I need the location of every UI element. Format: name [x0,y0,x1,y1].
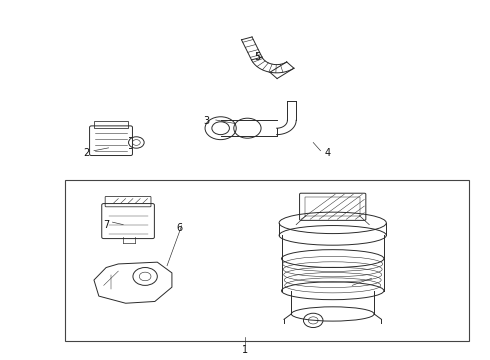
Text: 7: 7 [103,220,109,230]
Bar [65,180,469,341]
Bar [94,121,128,128]
Text: 2: 2 [83,148,90,158]
Bar [305,197,361,216]
Text: 1: 1 [242,345,248,355]
Text: 5: 5 [254,52,260,62]
Text: 3: 3 [203,116,209,126]
Text: 6: 6 [176,223,182,233]
Text: 4: 4 [325,148,331,158]
